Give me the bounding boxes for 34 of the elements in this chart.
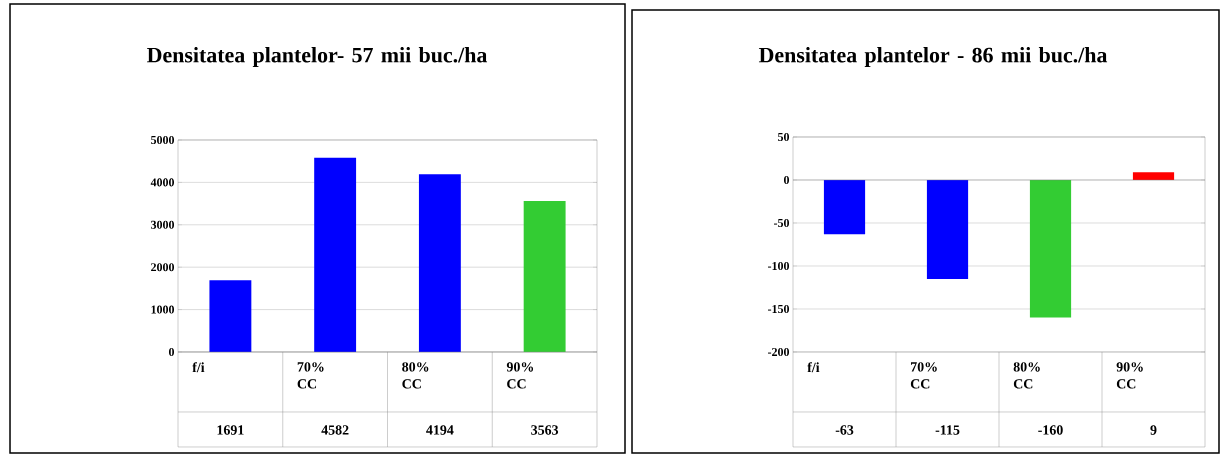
data-label: -63 [835,425,854,435]
data-label: 1691 [217,425,244,435]
x-tick-label: 70% CC [910,362,937,389]
data-label: -160 [1038,425,1063,435]
x-tick-label: f/i [192,362,205,373]
chart-title: Densitatea plantelor- 57 mii buc./ha [147,47,488,67]
data-label: 4582 [321,425,349,435]
y-tick-label: -100 [768,261,790,271]
x-tick-label: f/i [807,362,820,373]
x-tick-label: 80% CC [1013,362,1040,389]
y-tick-label: 1000 [151,305,175,314]
y-tick-label: 3000 [151,220,175,229]
x-tick-label: 80% CC [402,362,429,389]
y-tick-label: 50 [778,132,790,142]
data-label: 3563 [531,425,559,435]
data-label: 4194 [426,425,454,435]
x-tick-label: 70% CC [297,362,324,389]
y-tick-label: 0 [783,175,790,185]
bar [523,200,566,352]
chart-title: Densitatea plantelor - 86 mii buc./ha [758,47,1108,67]
y-tick-label: -150 [768,304,790,314]
y-tick-label: -50 [773,218,790,228]
data-label: -115 [935,425,960,435]
y-tick-label: 5000 [151,135,175,145]
x-tick-label: 90% CC [506,362,534,389]
y-tick-label: -200 [768,347,790,357]
y-tick-label: 0 [168,347,175,357]
y-tick-label: 4000 [150,178,175,187]
x-tick-label: 90% CC [1116,362,1143,389]
bar [209,280,252,352]
y-tick-label: 2000 [151,263,175,272]
bar [314,157,357,352]
bar [418,174,461,352]
data-label: 9 [1150,425,1157,435]
